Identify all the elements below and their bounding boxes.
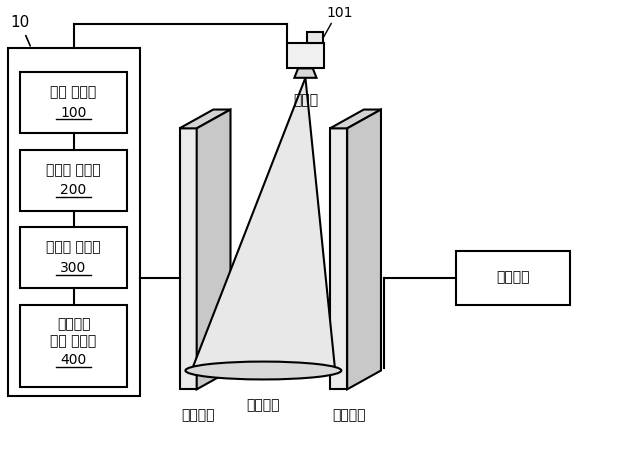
Polygon shape: [330, 110, 381, 128]
Text: 이물질 탐지기: 이물질 탐지기: [46, 163, 101, 177]
FancyBboxPatch shape: [456, 251, 569, 305]
Text: 송신코일: 송신코일: [181, 408, 215, 422]
Text: 수신장비: 수신장비: [496, 271, 529, 285]
Text: 10: 10: [10, 15, 30, 46]
Text: 무선충전: 무선충전: [57, 318, 90, 332]
Text: 카메라: 카메라: [293, 93, 318, 107]
FancyBboxPatch shape: [20, 149, 127, 210]
Polygon shape: [294, 69, 317, 78]
Text: 수신코일: 수신코일: [332, 408, 365, 422]
FancyBboxPatch shape: [20, 305, 127, 387]
FancyBboxPatch shape: [20, 227, 127, 288]
Text: 전력 제어기: 전력 제어기: [51, 334, 97, 348]
Polygon shape: [180, 128, 197, 389]
Text: 200: 200: [60, 184, 86, 197]
FancyBboxPatch shape: [307, 32, 323, 43]
Text: 101: 101: [326, 6, 352, 20]
Polygon shape: [197, 110, 231, 389]
Text: 탐지영역: 탐지영역: [247, 398, 280, 412]
Text: 400: 400: [60, 353, 86, 367]
FancyBboxPatch shape: [20, 72, 127, 133]
FancyBboxPatch shape: [287, 43, 324, 69]
Ellipse shape: [186, 361, 341, 379]
Text: 영상 수집기: 영상 수집기: [51, 85, 97, 99]
Text: 100: 100: [60, 106, 87, 120]
Text: 이물질 분류기: 이물질 분류기: [46, 240, 101, 254]
Polygon shape: [191, 78, 335, 370]
Text: 300: 300: [60, 261, 86, 275]
Polygon shape: [347, 110, 381, 389]
Polygon shape: [330, 128, 347, 389]
Polygon shape: [180, 110, 231, 128]
FancyBboxPatch shape: [7, 48, 139, 396]
